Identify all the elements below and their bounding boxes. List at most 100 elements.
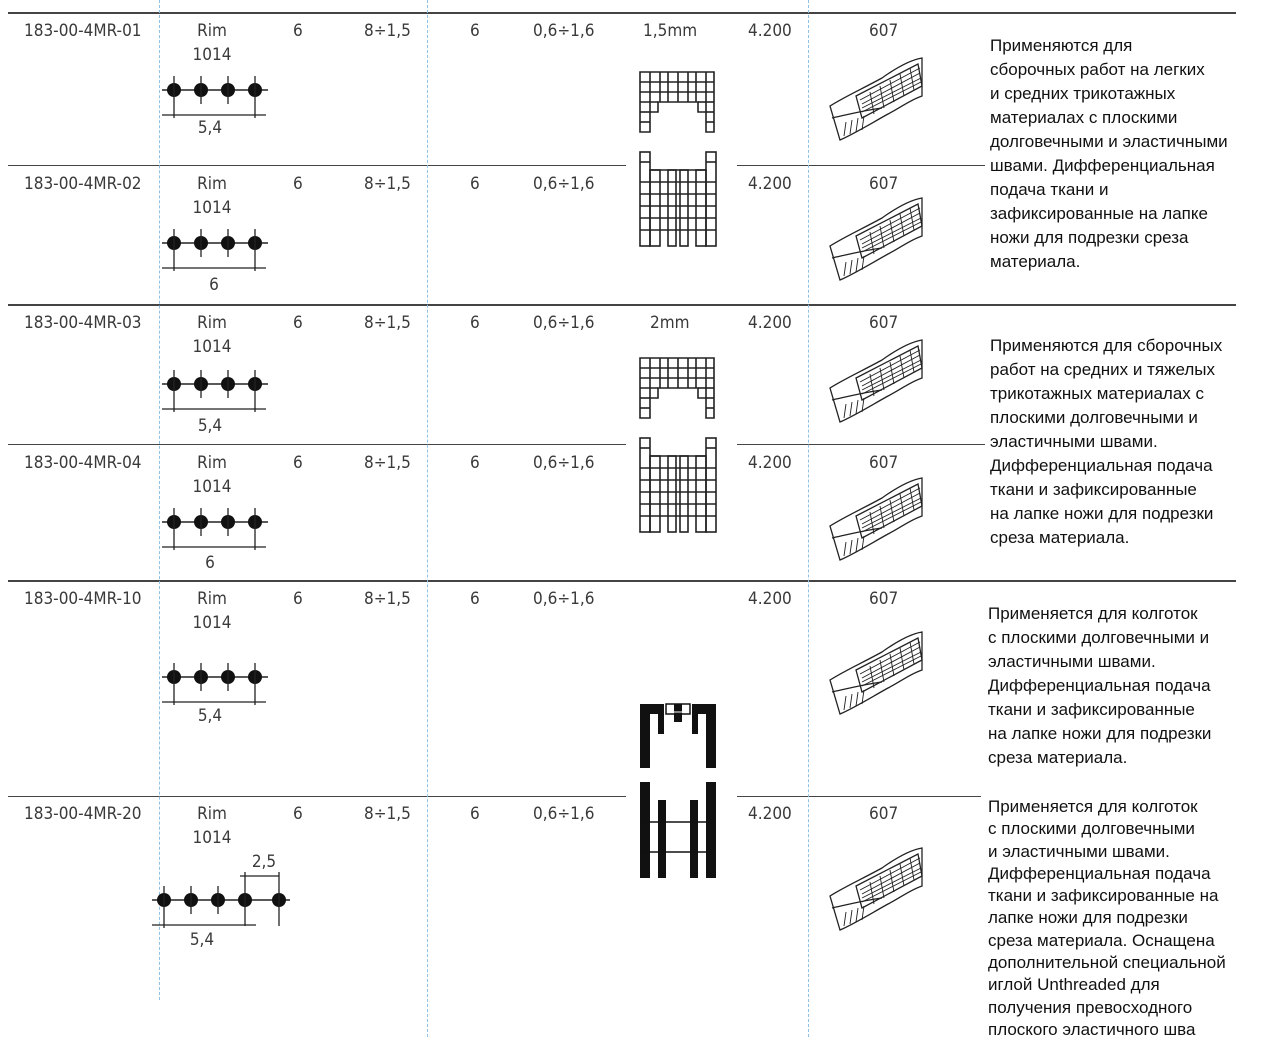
needle-label: Rim (197, 21, 227, 41)
gauge-label: 5,4 (189, 930, 215, 950)
column-guide (427, 0, 428, 1037)
row-rule (8, 580, 1236, 582)
fabric-illustration-icon (829, 57, 923, 141)
description-line: среза материала. (990, 528, 1130, 547)
spec-value: 6 (470, 804, 480, 824)
seam-diagram-outline-icon (639, 71, 717, 247)
spec-value: 4.200 (748, 21, 792, 41)
spec-value: 607 (869, 313, 899, 333)
description-line: Дифференциальная подача (988, 863, 1211, 883)
description-line: с плоскими долговечными (988, 819, 1195, 839)
gauge-label: 6 (209, 275, 219, 295)
spec-value: 6 (470, 174, 480, 194)
spec-value: 0,6÷1,6 (533, 21, 595, 41)
spec-value: 0,6÷1,6 (533, 589, 595, 609)
description-line: ткани и зафиксированные на (988, 886, 1219, 906)
description-line: Дифференциальная подача (988, 676, 1211, 695)
row-rule (8, 165, 626, 166)
description-line: на лапке ножи для подрезки (988, 724, 1212, 743)
description-line: эластичными швами. (988, 652, 1156, 671)
description-line: плоскими долговечными и (990, 408, 1198, 427)
spec-value: 6 (293, 589, 303, 609)
needle-diagram-icon (152, 872, 290, 928)
needle-label: Rim (197, 174, 227, 194)
needle-diagram-icon (162, 508, 268, 550)
description-block: Применяется для колготок с плоскими долг… (988, 602, 1211, 770)
description-line: ткани и зафиксированные (990, 480, 1197, 499)
fabric-illustration-icon (829, 339, 923, 423)
spec-value: 0,6÷1,6 (533, 804, 595, 824)
spec-value: 6 (293, 804, 303, 824)
needle-label: Rim (197, 453, 227, 473)
spec-value: 6 (470, 453, 480, 473)
column-guide (808, 0, 809, 1037)
description-block: Применяются для сборочных работ на средн… (990, 334, 1222, 550)
description-line: трикотажных материалах с (990, 384, 1205, 403)
model-code: 183-00-4MR-20 (24, 804, 142, 824)
description-line: лапке ножи для подрезки (988, 908, 1188, 928)
needle-number: 1014 (192, 45, 232, 65)
column-guide (159, 0, 160, 1000)
spec-value: 8÷1,5 (364, 453, 411, 473)
spec-value: 607 (869, 174, 899, 194)
description-block: Применяются для сборочных работ на легки… (990, 34, 1228, 274)
description-line: и средних трикотажных (990, 84, 1176, 103)
description-line: сборочных работ на легких (990, 60, 1205, 79)
description-line: дополнительной специальной (988, 953, 1226, 973)
spec-value: 1,5mm (643, 21, 698, 41)
model-code: 183-00-4MR-03 (24, 313, 142, 333)
spec-value: 4.200 (748, 453, 792, 473)
spec-value: 607 (869, 589, 899, 609)
spec-value: 6 (293, 453, 303, 473)
description-line: плоского эластичного шва (988, 1019, 1196, 1037)
seam-diagram-outline-icon (639, 357, 717, 533)
seam-diagram-solid-icon (640, 703, 716, 878)
row-rule (737, 165, 985, 166)
gauge-label: 5,4 (197, 118, 223, 138)
spec-value: 4.200 (748, 804, 792, 824)
description-line: долговечными и эластичными (990, 132, 1228, 151)
description-line: среза материала. Оснащена (988, 930, 1215, 950)
description-line: Применяется для колготок (988, 604, 1198, 623)
gauge-label: 5,4 (197, 416, 223, 436)
row-rule (8, 796, 626, 797)
model-code: 183-00-4MR-02 (24, 174, 142, 194)
description-line: эластичными швами. (990, 432, 1158, 451)
spec-value: 8÷1,5 (364, 174, 411, 194)
spec-value: 6 (470, 589, 480, 609)
description-line: материала. (990, 252, 1081, 271)
fabric-illustration-icon (829, 197, 923, 281)
spec-value: 0,6÷1,6 (533, 174, 595, 194)
spec-value: 8÷1,5 (364, 804, 411, 824)
spec-value: 2mm (650, 313, 690, 333)
description-line: Дифференциальная подача (990, 456, 1213, 475)
description-line: Применяются для (990, 36, 1133, 55)
needle-number: 1014 (192, 337, 232, 357)
needle-number: 1014 (192, 613, 232, 633)
model-code: 183-00-4MR-04 (24, 453, 142, 473)
needle-label: Rim (197, 589, 227, 609)
row-rule (8, 444, 626, 445)
spec-value: 0,6÷1,6 (533, 313, 595, 333)
spec-value: 8÷1,5 (364, 589, 411, 609)
needle-diagram-icon (162, 370, 268, 412)
fabric-illustration-icon (829, 847, 923, 931)
spec-value: 8÷1,5 (364, 313, 411, 333)
description-line: получения превосходного (988, 997, 1193, 1017)
description-line: работ на средних и тяжелых (990, 360, 1215, 379)
gauge-label: 5,4 (197, 706, 223, 726)
model-code: 183-00-4MR-01 (24, 21, 142, 41)
description-line: материалах с плоскими (990, 108, 1178, 127)
spec-value: 6 (470, 21, 480, 41)
needle-number: 1014 (192, 477, 232, 497)
fabric-illustration-icon (829, 631, 923, 715)
spec-value: 6 (470, 313, 480, 333)
spec-value: 4.200 (748, 313, 792, 333)
description-line: Применяется для колготок (988, 797, 1198, 816)
needle-diagram-icon (162, 663, 268, 705)
row-rule (737, 444, 985, 445)
gauge-label: 6 (205, 553, 215, 573)
description-line: ножи для подрезки среза (990, 228, 1189, 247)
spec-value: 6 (293, 21, 303, 41)
description-line: подача ткани и (990, 180, 1109, 199)
